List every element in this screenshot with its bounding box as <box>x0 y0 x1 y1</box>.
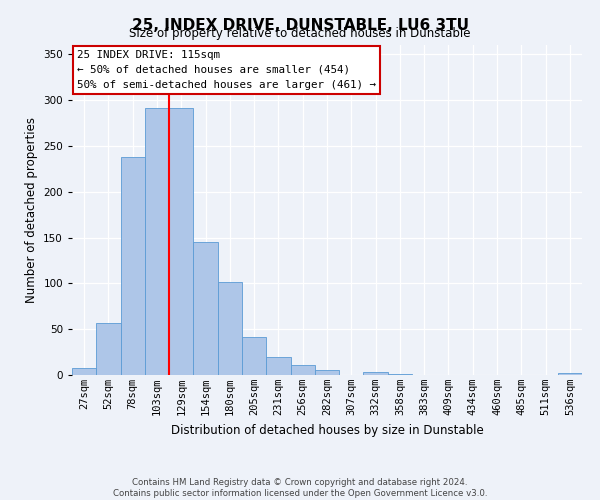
X-axis label: Distribution of detached houses by size in Dunstable: Distribution of detached houses by size … <box>170 424 484 436</box>
Text: Size of property relative to detached houses in Dunstable: Size of property relative to detached ho… <box>129 28 471 40</box>
Y-axis label: Number of detached properties: Number of detached properties <box>25 117 38 303</box>
Text: 25 INDEX DRIVE: 115sqm
← 50% of detached houses are smaller (454)
50% of semi-de: 25 INDEX DRIVE: 115sqm ← 50% of detached… <box>77 50 376 90</box>
Bar <box>558 373 582 375</box>
Bar <box>145 108 169 375</box>
Bar <box>169 108 193 375</box>
Text: Contains HM Land Registry data © Crown copyright and database right 2024.
Contai: Contains HM Land Registry data © Crown c… <box>113 478 487 498</box>
Bar <box>242 338 266 375</box>
Bar <box>72 368 96 375</box>
Bar <box>218 282 242 375</box>
Bar <box>193 242 218 375</box>
Bar <box>266 356 290 375</box>
Bar <box>121 157 145 375</box>
Bar <box>96 323 121 375</box>
Bar <box>364 372 388 375</box>
Bar <box>290 365 315 375</box>
Bar <box>388 374 412 375</box>
Text: 25, INDEX DRIVE, DUNSTABLE, LU6 3TU: 25, INDEX DRIVE, DUNSTABLE, LU6 3TU <box>131 18 469 32</box>
Bar <box>315 370 339 375</box>
